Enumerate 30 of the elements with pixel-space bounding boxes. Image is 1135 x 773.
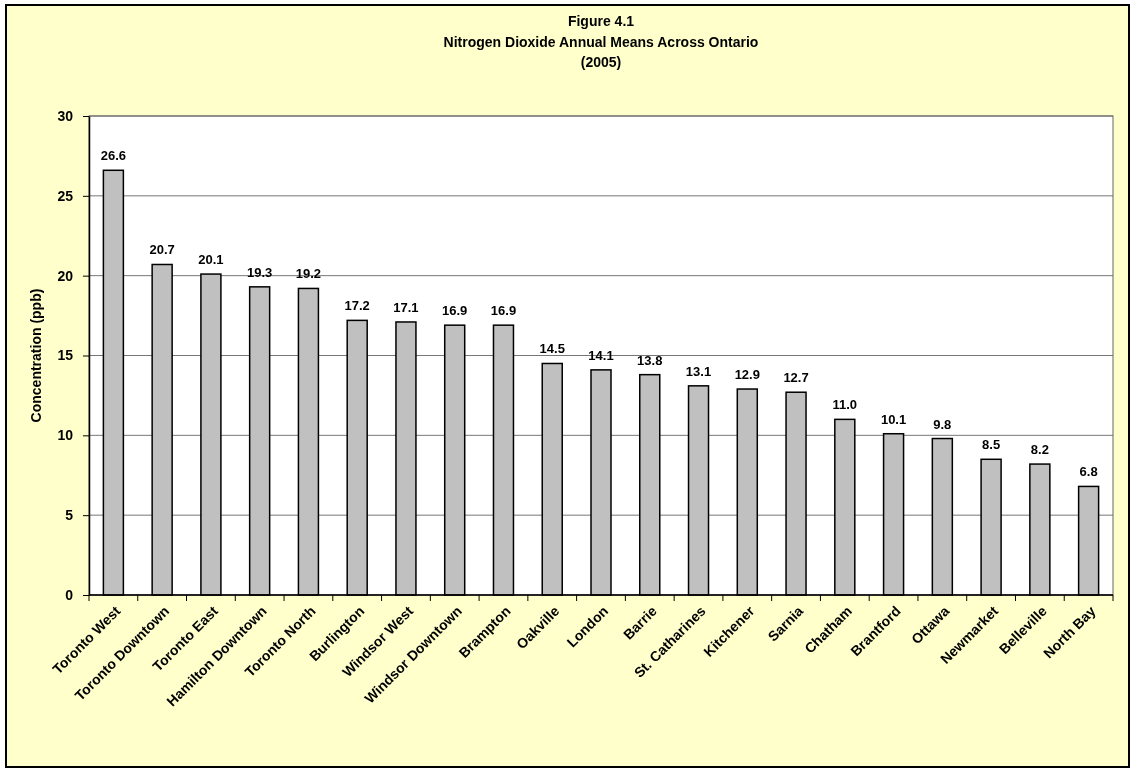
data-label: 12.7 (783, 370, 809, 386)
data-label: 10.1 (880, 411, 907, 427)
data-label: 26.6 (100, 148, 127, 164)
data-label: 8.2 (1030, 442, 1049, 458)
y-axis-title: Concentration (ppb) (28, 288, 44, 423)
y-tick-label: 25 (57, 187, 74, 204)
y-tick-label: 10 (57, 427, 74, 444)
data-label: 19.2 (295, 266, 322, 282)
data-label: 20.7 (149, 242, 175, 258)
data-label: 12.9 (734, 367, 760, 383)
data-label: 13.8 (637, 352, 663, 368)
data-label: 6.8 (1079, 464, 1098, 480)
y-tick-label: 30 (57, 107, 74, 124)
data-label: 17.1 (393, 299, 419, 315)
data-label: 14.1 (588, 347, 614, 363)
chart-title: Figure 4.1 Nitrogen Dioxide Annual Means Across Ontario (2005) (443, 13, 759, 70)
data-label: 13.1 (685, 363, 712, 379)
y-tick-label: 15 (57, 347, 74, 364)
data-label: 20.1 (198, 252, 224, 268)
y-tick-label: 20 (57, 267, 74, 284)
data-label: 14.5 (539, 341, 565, 357)
data-label: 9.8 (933, 416, 952, 432)
data-label: 8.5 (982, 437, 1001, 453)
y-tick-label: 0 (65, 586, 74, 603)
data-label: 19.3 (247, 264, 273, 280)
y-tick-label: 5 (65, 507, 74, 524)
data-label: 16.9 (442, 303, 468, 319)
data-label: 16.9 (490, 303, 517, 319)
data-label: 17.2 (344, 298, 370, 314)
data-label: 11.0 (832, 397, 858, 413)
